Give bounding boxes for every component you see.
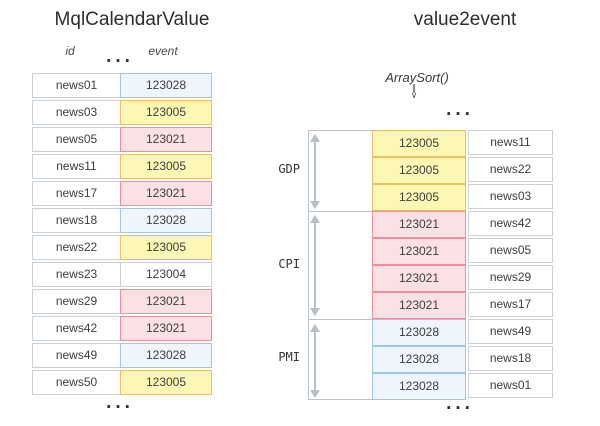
event-cell: 123021 (120, 316, 212, 341)
id-cell: news05 (468, 238, 553, 263)
event-cell: 123028 (120, 73, 212, 98)
id-cell: news22 (468, 157, 553, 182)
event-cell: 123028 (372, 319, 466, 346)
event-cell: 123021 (372, 238, 466, 265)
id-cell: news50 (32, 370, 121, 395)
event-cell: 123021 (372, 292, 466, 319)
table-row: 123021 news17 (372, 292, 553, 319)
id-cell: news17 (468, 292, 553, 317)
mql-calendar-value-table: news01 123028 news03 123005 news05 123021 news… (32, 73, 212, 397)
group-label-gdp: GDP (278, 162, 300, 176)
event-cell: 123021 (372, 211, 466, 238)
id-cell: news29 (468, 265, 553, 290)
id-cell: news42 (32, 316, 121, 341)
id-cell: news11 (32, 154, 121, 179)
id-cell: news01 (32, 73, 121, 98)
group-label-pmi: PMI (278, 350, 300, 364)
event-cell: 123005 (372, 157, 466, 184)
table-row: news29 123021 (32, 289, 212, 314)
table-row: news05 123021 (32, 127, 212, 152)
id-cell: news23 (32, 262, 121, 287)
id-cell: news11 (468, 130, 553, 155)
group-separator (309, 211, 372, 212)
event-cell: 123021 (120, 289, 212, 314)
left-table-title: MqlCalendarValue (54, 9, 210, 30)
id-cell: news03 (468, 184, 553, 209)
id-cell: news01 (468, 373, 553, 398)
ellipsis-top-left: ... (106, 46, 134, 67)
table-row: 123005 news03 (372, 184, 553, 211)
table-row: news50 123005 (32, 370, 212, 395)
gdp-range-arrow (310, 134, 320, 209)
event-cell: 123005 (372, 130, 466, 157)
ellipsis-bottom-right: ... (446, 393, 474, 414)
ellipsis-bottom-left: ... (106, 392, 134, 413)
cpi-range-arrow (310, 215, 320, 316)
column-header-event: event (148, 44, 178, 58)
event-cell: 123028 (120, 343, 212, 368)
table-row: 123028 news49 (372, 319, 553, 346)
table-row: news17 123021 (32, 181, 212, 206)
id-cell: news49 (468, 319, 553, 344)
table-row: news49 123028 (32, 343, 212, 368)
event-cell: 123005 (120, 235, 212, 260)
table-row: news42 123021 (32, 316, 212, 341)
double-down-arrow-head: ∨ (410, 91, 418, 101)
table-row: 123028 news18 (372, 346, 553, 373)
column-header-id: id (65, 44, 75, 58)
event-cell: 123028 (120, 208, 212, 233)
value2event-table: 123005 news11 123005 news22 123005 news03 1230… (372, 130, 553, 400)
table-row: news22 123005 (32, 235, 212, 260)
table-row: news01 123028 (32, 73, 212, 98)
event-cell: 123005 (372, 184, 466, 211)
event-cell: 123005 (120, 370, 212, 395)
table-row: 123021 news42 (372, 211, 553, 238)
table-row: 123021 news05 (372, 238, 553, 265)
event-cell: 123021 (372, 265, 466, 292)
event-cell: 123004 (120, 262, 212, 287)
event-cell: 123028 (372, 346, 466, 373)
id-cell: news49 (32, 343, 121, 368)
event-cell: 123021 (120, 127, 212, 152)
id-cell: news18 (32, 208, 121, 233)
pmi-range-arrow (310, 324, 320, 398)
id-cell: news03 (32, 100, 121, 125)
group-separator (309, 319, 372, 320)
table-row: 123028 news01 (372, 373, 553, 400)
table-row: 123005 news11 (372, 130, 553, 157)
id-cell: news05 (32, 127, 121, 152)
id-cell: news22 (32, 235, 121, 260)
event-cell: 123005 (120, 154, 212, 179)
table-row: 123005 news22 (372, 157, 553, 184)
table-row: news23 123004 (32, 262, 212, 287)
event-cell: 123005 (120, 100, 212, 125)
event-cell: 123021 (120, 181, 212, 206)
group-arrow-column (308, 130, 372, 400)
right-table-title: value2event (413, 9, 517, 30)
table-row: news18 123028 (32, 208, 212, 233)
table-row: news11 123005 (32, 154, 212, 179)
ellipsis-top-right: ... (446, 99, 474, 120)
event-cell: 123028 (372, 373, 466, 400)
id-cell: news29 (32, 289, 121, 314)
table-row: news03 123005 (32, 100, 212, 125)
id-cell: news17 (32, 181, 121, 206)
group-label-cpi: CPI (278, 257, 300, 271)
table-row: 123021 news29 (372, 265, 553, 292)
id-cell: news18 (468, 346, 553, 371)
double-down-arrow-shaft: ‖ (411, 84, 417, 94)
id-cell: news42 (468, 211, 553, 236)
arraysort-annotation: ArraySort() (385, 70, 449, 85)
double-down-arrow-icon: ‖ ∨ (394, 84, 434, 101)
